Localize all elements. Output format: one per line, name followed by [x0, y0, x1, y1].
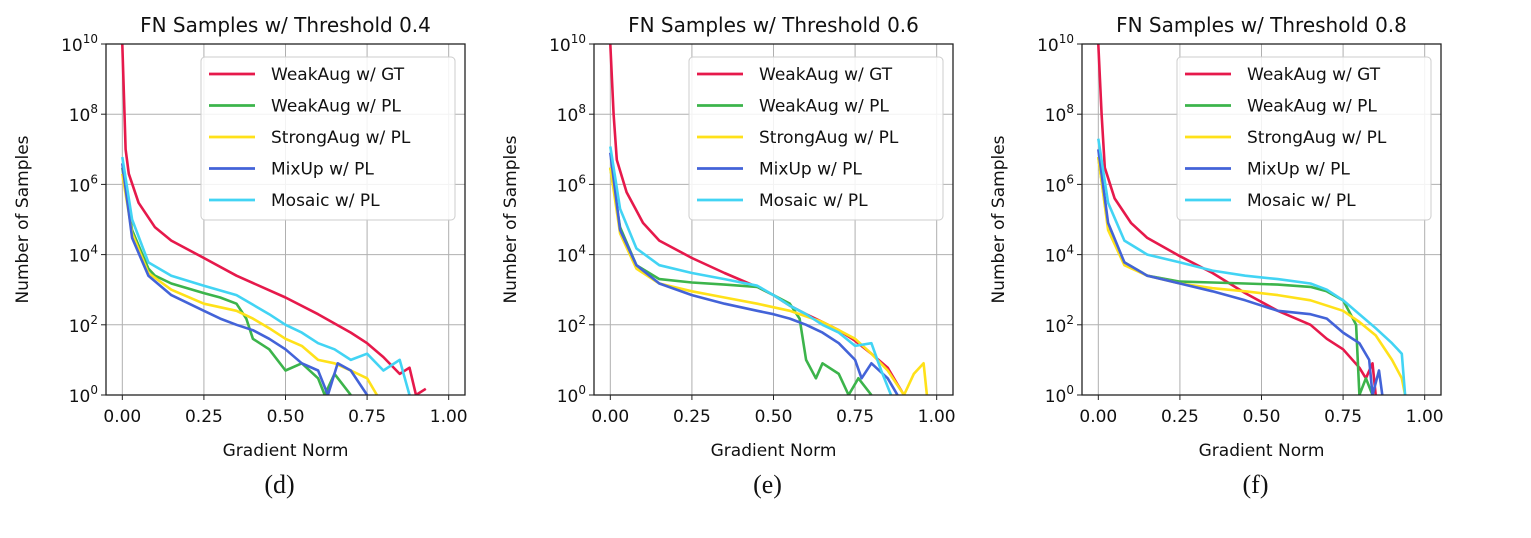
y-axis-label: Number of Samples — [13, 135, 33, 303]
x-tick-label: 0.75 — [1324, 407, 1362, 427]
y-tick-label: 1010 — [549, 32, 586, 56]
x-tick-label: 0.25 — [1161, 407, 1199, 427]
x-tick-label: 0.00 — [591, 407, 629, 427]
y-tick-label: 102 — [1045, 313, 1074, 337]
series-line-mosaic-w-pl — [1097, 138, 1407, 395]
subplot-caption: (e) — [753, 470, 782, 499]
y-tick-label: 106 — [69, 172, 98, 196]
legend-label: WeakAug w/ PL — [1247, 97, 1377, 117]
x-tick-label: 0.50 — [755, 407, 793, 427]
y-axis-label: Number of Samples — [989, 135, 1009, 303]
axes-frame — [105, 43, 466, 396]
y-tick-label: 106 — [1045, 172, 1074, 196]
legend-label: MixUp w/ PL — [1247, 160, 1350, 180]
y-tick-label: 104 — [557, 243, 586, 267]
series-line-weakaug-w-pl — [121, 167, 352, 395]
y-tick-label: 106 — [557, 172, 586, 196]
y-tick-label: 1010 — [1037, 32, 1074, 56]
y-tick-label: 102 — [557, 313, 586, 337]
chart-title: FN Samples w/ Threshold 0.8 — [1116, 13, 1407, 37]
series-line-strongaug-w-pl — [1097, 156, 1407, 395]
y-tick-label: 100 — [1045, 383, 1074, 407]
series-line-mixup-w-pl — [609, 152, 899, 395]
legend-label: Mosaic w/ PL — [1247, 191, 1356, 211]
subplot-caption: (d) — [264, 470, 294, 499]
y-axis-label: Number of Samples — [501, 135, 521, 303]
y-tick-label: 100 — [557, 383, 586, 407]
legend-label: StrongAug w/ PL — [759, 128, 899, 148]
legend-label: MixUp w/ PL — [759, 160, 862, 180]
x-tick-label: 0.50 — [1243, 407, 1281, 427]
legend-box — [200, 56, 456, 221]
legend-label: WeakAug w/ GT — [759, 65, 893, 85]
series-line-mixup-w-pl — [1097, 149, 1384, 395]
x-tick-label: 1.00 — [430, 407, 468, 427]
x-tick-label: 0.75 — [836, 407, 874, 427]
series-line-weakaug-w-gt — [1097, 44, 1377, 395]
legend-label: WeakAug w/ PL — [759, 97, 889, 117]
y-tick-label: 102 — [69, 313, 98, 337]
legend: WeakAug w/ GT WeakAug w/ PL StrongAug w/ P… — [200, 56, 456, 221]
subplot-caption: (f) — [1243, 470, 1269, 499]
legend-label: StrongAug w/ PL — [271, 128, 411, 148]
y-tick-label: 1010 — [61, 32, 98, 56]
legend-label: WeakAug w/ PL — [271, 97, 401, 117]
series-line-mosaic-w-pl — [121, 156, 411, 395]
axes-frame — [1081, 43, 1442, 396]
x-tick-label: 0.00 — [103, 407, 141, 427]
subplot-f: 0.00 0.25 0.50 0.75 1.00 100 102 104 106 108 1010 W… — [989, 13, 1444, 499]
x-tick-label: 0.50 — [267, 407, 305, 427]
legend-label: WeakAug w/ GT — [271, 65, 405, 85]
x-tick-label: 0.00 — [1079, 407, 1117, 427]
y-tick-label: 100 — [69, 383, 98, 407]
x-tick-label: 0.25 — [673, 407, 711, 427]
series-line-mosaic-w-pl — [609, 146, 893, 395]
x-axis-label: Gradient Norm — [223, 441, 349, 461]
y-tick-label: 108 — [69, 102, 98, 126]
y-tick-label: 104 — [69, 243, 98, 267]
legend: WeakAug w/ GT WeakAug w/ PL StrongAug w/ P… — [1176, 56, 1432, 221]
chart-title: FN Samples w/ Threshold 0.4 — [140, 13, 431, 37]
legend-label: WeakAug w/ GT — [1247, 65, 1381, 85]
y-tick-label: 104 — [1045, 243, 1074, 267]
legend-label: MixUp w/ PL — [271, 160, 374, 180]
legend-label: StrongAug w/ PL — [1247, 128, 1387, 148]
y-tick-label: 108 — [1045, 102, 1074, 126]
legend-label: Mosaic w/ PL — [759, 191, 868, 211]
axes-frame — [593, 43, 954, 396]
legend-box — [1176, 56, 1432, 221]
x-axis-label: Gradient Norm — [711, 441, 837, 461]
x-tick-label: 1.00 — [918, 407, 956, 427]
x-axis-label: Gradient Norm — [1199, 441, 1325, 461]
series-line-weakaug-w-gt — [121, 44, 427, 395]
y-tick-label: 108 — [557, 102, 586, 126]
chart-title: FN Samples w/ Threshold 0.6 — [628, 13, 919, 37]
series-line-weakaug-w-pl — [609, 167, 873, 395]
x-tick-label: 0.25 — [185, 407, 223, 427]
x-tick-label: 1.00 — [1406, 407, 1444, 427]
legend: WeakAug w/ GT WeakAug w/ PL StrongAug w/ P… — [688, 56, 944, 221]
subplot-e: 0.00 0.25 0.50 0.75 1.00 100 102 104 106 108 1010 W… — [501, 13, 956, 499]
x-tick-label: 0.75 — [348, 407, 386, 427]
legend-label: Mosaic w/ PL — [271, 191, 380, 211]
legend-box — [688, 56, 944, 221]
subplot-d: 0.00 0.25 0.50 0.75 1.00 100 102 104 106 108 1010 W… — [13, 13, 468, 499]
series-line-mixup-w-pl — [121, 163, 369, 395]
